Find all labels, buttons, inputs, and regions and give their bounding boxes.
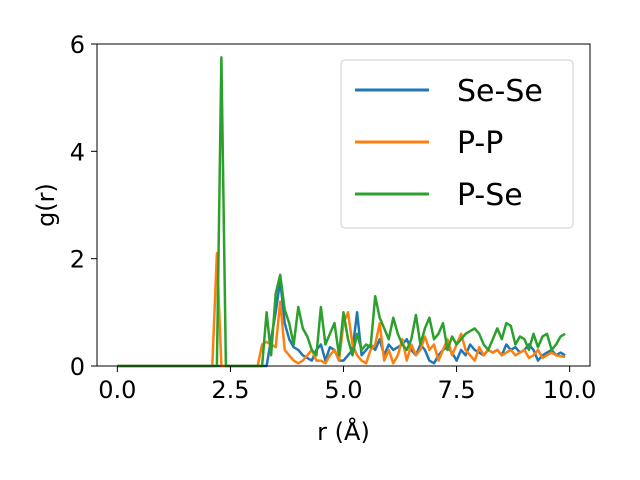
plot-frame — [96, 43, 591, 367]
y-axis-label: g(r) — [32, 183, 60, 227]
series-layer — [117, 56, 566, 368]
x-tick-label: 10.0 — [543, 376, 596, 404]
series-line-se-se — [117, 278, 566, 368]
series-line-p-p — [117, 252, 566, 368]
legend-label-se-se: Se-Se — [457, 74, 543, 109]
x-tick-label: 5.0 — [324, 376, 362, 404]
series-line-p-se — [117, 56, 566, 368]
legend: Se-Se P-P P-Se — [340, 59, 574, 229]
y-tick-label: 4 — [70, 138, 85, 166]
legend-label-p-p: P-P — [457, 126, 503, 161]
x-tick-label: 2.5 — [211, 376, 249, 404]
y-tick-label: 2 — [70, 246, 85, 274]
y-tick-label: 0 — [70, 353, 85, 381]
legend-label-p-se: P-Se — [457, 178, 523, 213]
x-tick-label: 7.5 — [437, 376, 475, 404]
x-axis-label: r (Å) — [317, 417, 370, 446]
x-tick-label: 0.0 — [98, 376, 136, 404]
y-tick-label: 6 — [70, 31, 85, 59]
ticks-layer: 0.0 2.5 5.0 7.5 10.0 0 2 4 6 — [70, 31, 597, 404]
legend-box — [340, 59, 574, 229]
